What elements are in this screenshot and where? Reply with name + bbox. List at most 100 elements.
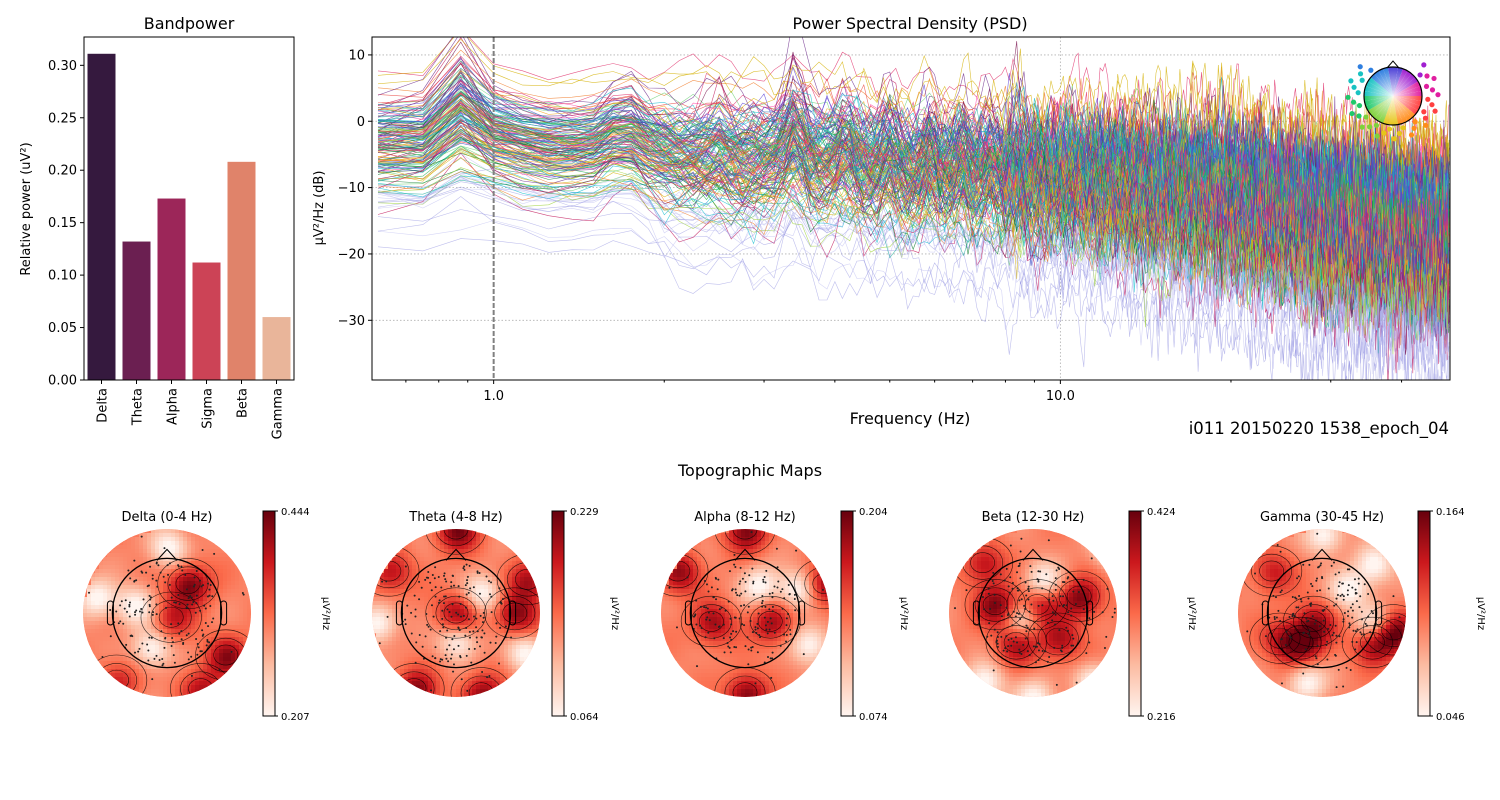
sensor-dot <box>1396 130 1403 137</box>
colorbar <box>1417 510 1431 717</box>
sensor-marker <box>170 623 173 626</box>
sensor-marker <box>168 562 171 565</box>
sensor-marker <box>445 657 448 660</box>
sensor-marker <box>1014 636 1017 639</box>
sensor-marker <box>729 651 732 654</box>
contour-line <box>443 529 469 540</box>
sensor-marker <box>1018 651 1021 654</box>
sensor-marker <box>718 608 721 611</box>
sensor-marker <box>129 601 132 604</box>
y-tick-label: −10 <box>338 181 365 196</box>
colorbar-units-label: µV²/Hz <box>898 597 909 630</box>
topographic-maps: Topographic Maps Delta (0-4 Hz) 0.444 0.20… <box>83 461 1486 723</box>
sensor-marker <box>1355 600 1358 603</box>
sensor-marker <box>197 646 200 649</box>
sensor-marker <box>498 587 501 590</box>
sensor-marker <box>1038 643 1041 646</box>
sensor-marker <box>1061 646 1064 649</box>
sensor-marker <box>1351 640 1354 643</box>
sensor-marker <box>149 598 152 601</box>
sensor-marker <box>431 574 434 577</box>
left-ear <box>972 600 980 626</box>
sensor-marker <box>1019 617 1022 620</box>
sensor-marker <box>442 626 445 629</box>
sensor-marker <box>990 634 993 637</box>
sensor-marker <box>211 595 214 598</box>
sensor-marker <box>191 603 194 606</box>
sensor-marker <box>999 573 1002 576</box>
sensor-marker <box>444 595 447 598</box>
sensor-marker <box>467 618 470 621</box>
nose <box>445 548 467 561</box>
x-tick-label: Delta <box>96 388 111 423</box>
sensor-marker <box>177 622 180 625</box>
sensor-marker <box>1334 624 1337 627</box>
colorbar <box>1128 510 1142 717</box>
sensor-marker <box>1273 615 1276 618</box>
sensor-marker <box>1330 564 1333 567</box>
sensor-marker <box>446 608 449 611</box>
sensor-marker <box>504 625 507 628</box>
sensor-marker <box>499 626 502 629</box>
sensor-marker <box>1082 608 1085 611</box>
sensor-marker <box>498 662 501 665</box>
sensor-marker <box>1341 640 1344 643</box>
sensor-marker <box>759 636 762 639</box>
color-wheel-center <box>1364 67 1422 125</box>
sensor-marker <box>1323 608 1326 611</box>
sensor-marker <box>720 606 723 609</box>
sensor-marker <box>1342 598 1345 601</box>
sensor-marker <box>1371 612 1374 615</box>
sensor-marker <box>1347 610 1350 613</box>
sensor-marker <box>1308 629 1311 632</box>
sensor-marker <box>427 571 430 574</box>
sensor-marker <box>1369 631 1372 634</box>
colorbar-units-label: µV²/Hz <box>1475 597 1486 630</box>
sensor-marker <box>748 574 751 577</box>
sensor-marker <box>155 613 158 616</box>
sensor-marker <box>1002 649 1005 652</box>
sensor-marker <box>147 659 150 662</box>
sensor-marker <box>1065 626 1068 629</box>
sensor-marker <box>750 649 753 652</box>
sensor-marker <box>480 636 483 639</box>
sensor-marker <box>420 586 423 589</box>
sensor-marker <box>739 566 742 569</box>
head-outline <box>400 557 512 669</box>
sensor-marker <box>200 585 203 588</box>
sensor-marker <box>1353 578 1356 581</box>
sensor-marker <box>729 617 732 620</box>
sensor-marker <box>190 596 193 599</box>
sensor-marker <box>119 604 122 607</box>
topomap-field <box>949 529 1117 697</box>
sensor-marker <box>203 604 206 607</box>
sensor-marker <box>441 609 444 612</box>
sensor-marker <box>242 593 245 596</box>
sensor-dot <box>1374 133 1380 139</box>
sensor-marker <box>437 575 440 578</box>
contour-line <box>1027 612 1089 664</box>
sensor-marker <box>708 619 711 622</box>
sensor-marker <box>425 613 428 616</box>
sensor-marker <box>147 649 150 652</box>
sensor-marker <box>1329 623 1332 626</box>
sensor-marker <box>1113 607 1116 610</box>
sensor-marker <box>686 576 689 579</box>
colorbar-max-label: 0.229 <box>570 507 599 518</box>
sensor-dot <box>1359 124 1365 130</box>
contour-line <box>443 602 469 624</box>
sensor-marker <box>739 580 742 583</box>
sensor-marker <box>752 580 755 583</box>
sensor-marker <box>754 628 757 631</box>
sensor-marker <box>747 605 750 608</box>
sensor-marker <box>1367 593 1370 596</box>
sensor-marker <box>430 689 433 692</box>
sensor-marker <box>1041 649 1044 652</box>
sensor-marker <box>1342 620 1345 623</box>
sensor-marker <box>992 571 995 574</box>
sensor-marker <box>754 626 757 629</box>
sensor-marker <box>1057 566 1060 569</box>
sensor-dot <box>1357 71 1364 77</box>
sensor-marker <box>1009 544 1012 547</box>
